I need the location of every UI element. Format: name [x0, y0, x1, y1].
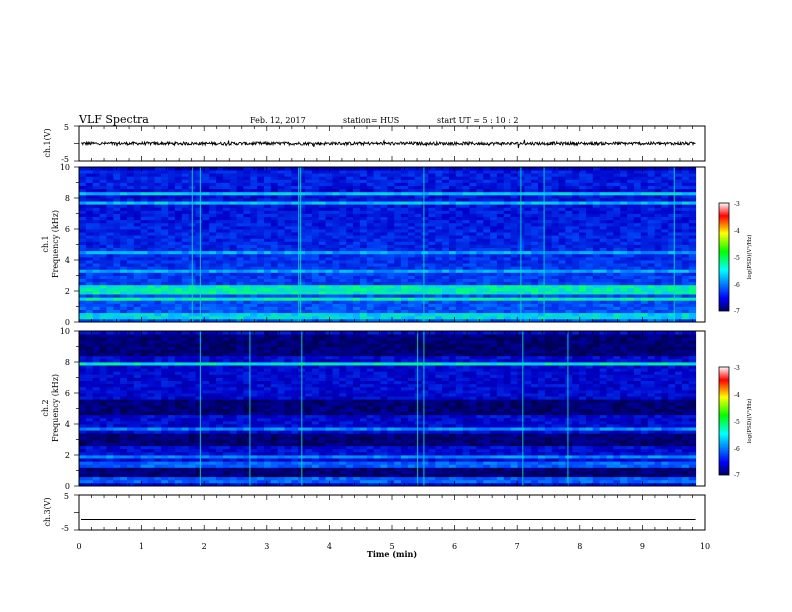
x-tick-label: 0 — [76, 542, 81, 551]
panel-ch3-waveform: 5 -5 ch.3(V) — [43, 492, 706, 533]
station-label: station= HUS — [343, 116, 399, 125]
ch1-ytick-bottom: -5 — [61, 155, 69, 164]
figure-title: VLF Spectra — [78, 113, 149, 126]
ch1-freq-tick: 10 — [60, 163, 70, 172]
ch2-spec-ylabel: ch.2 — [41, 399, 50, 416]
colorbar-tick: -4 — [734, 392, 740, 399]
colorbar-gradient — [718, 202, 730, 312]
colorbar-gradient — [718, 366, 730, 476]
ch1-freq-tick: 4 — [65, 256, 70, 265]
panel-ticks — [74, 330, 706, 487]
ch1-spectrogram-image — [79, 167, 697, 323]
x-tick-label: 7 — [515, 542, 520, 551]
panel-ch1-spectrogram: 0 2 4 6 8 10 ch.1 Frequency (kHz) — [41, 163, 706, 327]
x-tick-label: 2 — [202, 542, 207, 551]
ch2-freq-tick: 6 — [65, 389, 70, 398]
colorbar-label: log(PSD)(V²/Hz) — [746, 235, 753, 280]
x-tick-label: 3 — [264, 542, 269, 551]
ch3-ylabel: ch.3(V) — [43, 497, 52, 526]
ch2-spec-ylabel-freq: Frequency (kHz) — [51, 374, 60, 442]
colorbar-tick: -7 — [734, 308, 740, 315]
panel-ticks — [74, 125, 706, 162]
ch2-freq-tick: 8 — [65, 358, 70, 367]
panel-ticks — [74, 494, 706, 531]
colorbar-tick: -3 — [734, 201, 740, 208]
ch3-ytick-bottom: -5 — [61, 524, 69, 533]
colorbar-tick: -6 — [734, 282, 740, 289]
x-tick-label: 1 — [139, 542, 144, 551]
ch1-freq-tick: 2 — [65, 287, 70, 296]
x-tick-label: 4 — [327, 542, 332, 551]
ch1-waveform-line — [80, 139, 696, 149]
x-axis-label: Time (min) — [367, 549, 417, 559]
x-axis-ticklabels: 0 1 2 3 4 5 6 7 8 9 10 — [76, 542, 710, 551]
colorbar-tick: -5 — [734, 255, 740, 262]
ch1-spec-ylabel: ch.1 — [41, 235, 50, 252]
ch1-freq-tick: 6 — [65, 225, 70, 234]
colorbar-ch1: -3 -4 -5 -6 -7 log(PSD)(V²/Hz) — [718, 201, 753, 315]
colorbar-label: log(PSD)(V²/Hz) — [746, 399, 753, 444]
ch1-freq-tick: 8 — [65, 194, 70, 203]
x-tick-label: 5 — [389, 542, 394, 551]
panel-ch1-waveform: 5 -5 ch.1(V) — [43, 123, 706, 164]
ch2-freq-tick: 4 — [65, 420, 70, 429]
ch1-ytick-top: 5 — [64, 123, 69, 132]
start-time-label: start UT = 5 : 10 : 2 — [437, 116, 518, 125]
colorbar-tick: -3 — [734, 365, 740, 372]
colorbar-tick: -4 — [734, 228, 740, 235]
ch2-freq-tick: 2 — [65, 451, 70, 460]
x-tick-label: 9 — [640, 542, 645, 551]
colorbar-tick: -5 — [734, 419, 740, 426]
x-tick-label: 10 — [700, 542, 710, 551]
panel-ch2-spectrogram: 0 2 4 6 8 10 ch.2 Frequency (kHz) — [41, 327, 706, 491]
colorbar-tick: -6 — [734, 446, 740, 453]
ch1-ylabel: ch.1(V) — [43, 128, 52, 157]
colorbar-tick: -7 — [734, 472, 740, 479]
ch3-ytick-top: 5 — [64, 492, 69, 501]
ch2-spectrogram-image — [79, 331, 697, 487]
x-tick-label: 8 — [577, 542, 582, 551]
ch1-spec-ylabel-freq: Frequency (kHz) — [51, 210, 60, 278]
ch2-freq-tick: 0 — [65, 482, 70, 491]
ch1-freq-tick: 0 — [65, 318, 70, 327]
ch1-freq-ticklabels: 0 2 4 6 8 10 — [60, 163, 70, 327]
date-label: Feb. 12, 2017 — [250, 116, 306, 125]
x-tick-label: 6 — [452, 542, 457, 551]
ch2-freq-ticklabels: 0 2 4 6 8 10 — [60, 327, 70, 491]
colorbar-ch2: -3 -4 -5 -6 -7 log(PSD)(V²/Hz) — [718, 365, 753, 479]
panel-frame — [78, 494, 706, 531]
ch2-freq-tick: 10 — [60, 327, 70, 336]
panel-ticks — [74, 166, 706, 323]
